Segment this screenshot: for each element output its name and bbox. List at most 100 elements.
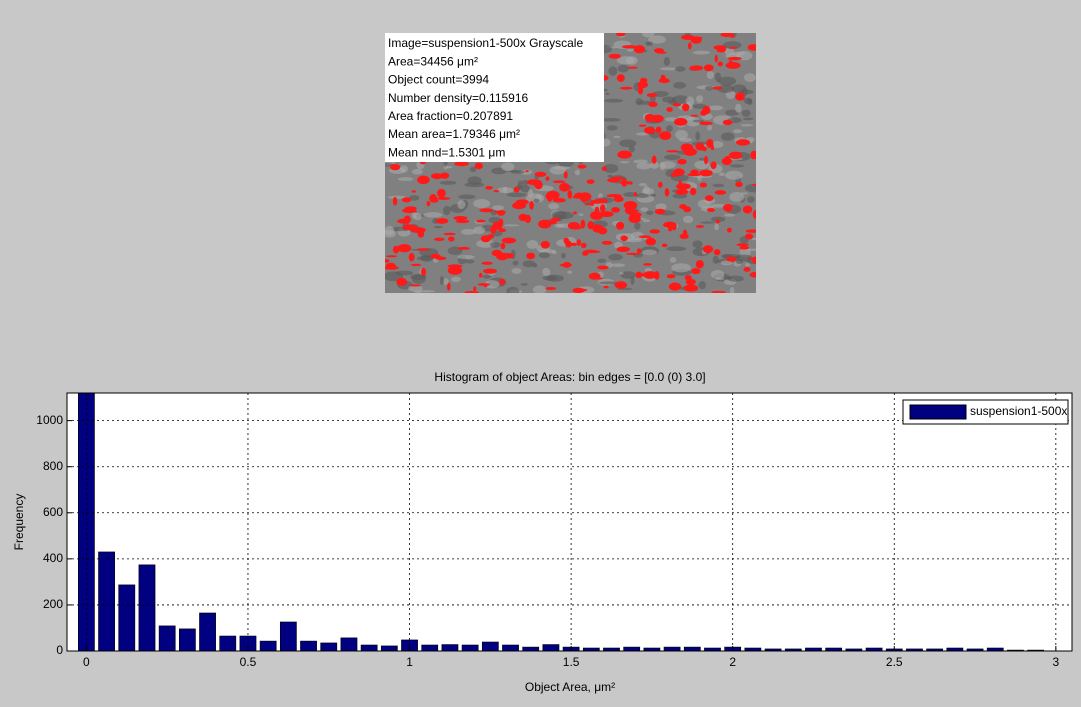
texture [567, 271, 572, 274]
red-particle [681, 143, 693, 151]
texture [473, 226, 485, 234]
red-particle [514, 187, 519, 193]
red-particle [396, 278, 407, 286]
texture [741, 124, 754, 127]
red-particle [674, 118, 687, 126]
red-particle [597, 266, 609, 270]
red-particle [593, 200, 601, 204]
red-particle [635, 272, 642, 279]
texture [579, 214, 584, 216]
bar [179, 629, 195, 651]
red-particle [616, 247, 630, 252]
texture [619, 272, 623, 275]
red-particle [688, 42, 692, 49]
red-particle [541, 241, 550, 249]
texture [575, 170, 580, 176]
texture [735, 104, 741, 113]
bar [462, 645, 478, 651]
red-particle [728, 57, 742, 60]
red-particle [637, 81, 648, 88]
red-particle [525, 170, 529, 172]
red-particle [578, 164, 587, 168]
texture [458, 195, 475, 200]
x-tick-label: 3 [1052, 655, 1059, 669]
red-particle [735, 182, 742, 188]
red-particle [646, 238, 657, 246]
red-particle [639, 124, 646, 126]
bar [260, 641, 276, 651]
texture [724, 213, 735, 216]
x-tick-label: 2.5 [886, 655, 903, 669]
texture [713, 256, 719, 264]
texture [743, 98, 752, 104]
texture [561, 253, 566, 259]
red-particle [403, 209, 417, 213]
info-line: Mean nnd=1.5301 μm [388, 145, 505, 159]
red-particle [545, 176, 549, 180]
y-tick-label: 200 [43, 597, 63, 611]
texture [670, 257, 677, 263]
red-particle [553, 198, 566, 202]
texture [504, 224, 520, 226]
texture [729, 192, 744, 202]
red-particle [615, 281, 628, 288]
texture [440, 181, 457, 185]
red-particle [577, 239, 581, 246]
red-particle [476, 220, 485, 223]
texture [692, 240, 702, 248]
red-particle [690, 169, 699, 176]
texture [521, 283, 528, 286]
red-particle [629, 181, 633, 184]
y-tick-label: 400 [43, 551, 63, 565]
red-particle [700, 110, 707, 116]
texture [725, 171, 743, 180]
texture [675, 66, 686, 71]
bar [422, 645, 438, 651]
red-particle [429, 194, 437, 202]
texture [507, 193, 527, 198]
red-particle [573, 211, 577, 214]
y-tick-label: 0 [56, 643, 63, 657]
red-particle [644, 127, 655, 134]
axes-background [67, 393, 1072, 651]
texture [492, 205, 504, 210]
info-line: Area=34456 μm² [388, 54, 478, 68]
texture [727, 276, 744, 282]
red-particle [620, 87, 633, 90]
red-particle [545, 287, 556, 290]
texture [412, 169, 423, 175]
texture [679, 138, 692, 142]
texture [743, 117, 754, 120]
red-particle [705, 195, 714, 201]
red-particle [645, 114, 655, 122]
red-particle [402, 197, 411, 202]
red-particle [404, 216, 411, 224]
texture [666, 125, 673, 132]
red-particle [454, 162, 469, 167]
texture [733, 129, 743, 133]
red-particle [722, 157, 732, 165]
bar [99, 552, 115, 651]
red-particle [503, 253, 515, 258]
texture [634, 222, 641, 230]
red-particle [617, 74, 625, 82]
red-particle [440, 172, 449, 178]
red-particle [581, 243, 587, 248]
red-particle [498, 228, 505, 232]
texture [611, 263, 625, 267]
red-particle [590, 277, 603, 279]
texture [627, 49, 634, 52]
red-particle [680, 234, 689, 239]
texture [602, 118, 621, 122]
red-particle [714, 249, 721, 255]
texture [700, 221, 715, 223]
bar [199, 613, 215, 651]
red-particle [447, 283, 451, 291]
red-particle [656, 127, 662, 133]
texture [607, 125, 618, 130]
bar [119, 585, 135, 651]
red-particle [595, 207, 600, 214]
red-particle [720, 33, 734, 37]
red-particle [481, 235, 491, 242]
red-particle [637, 248, 642, 253]
